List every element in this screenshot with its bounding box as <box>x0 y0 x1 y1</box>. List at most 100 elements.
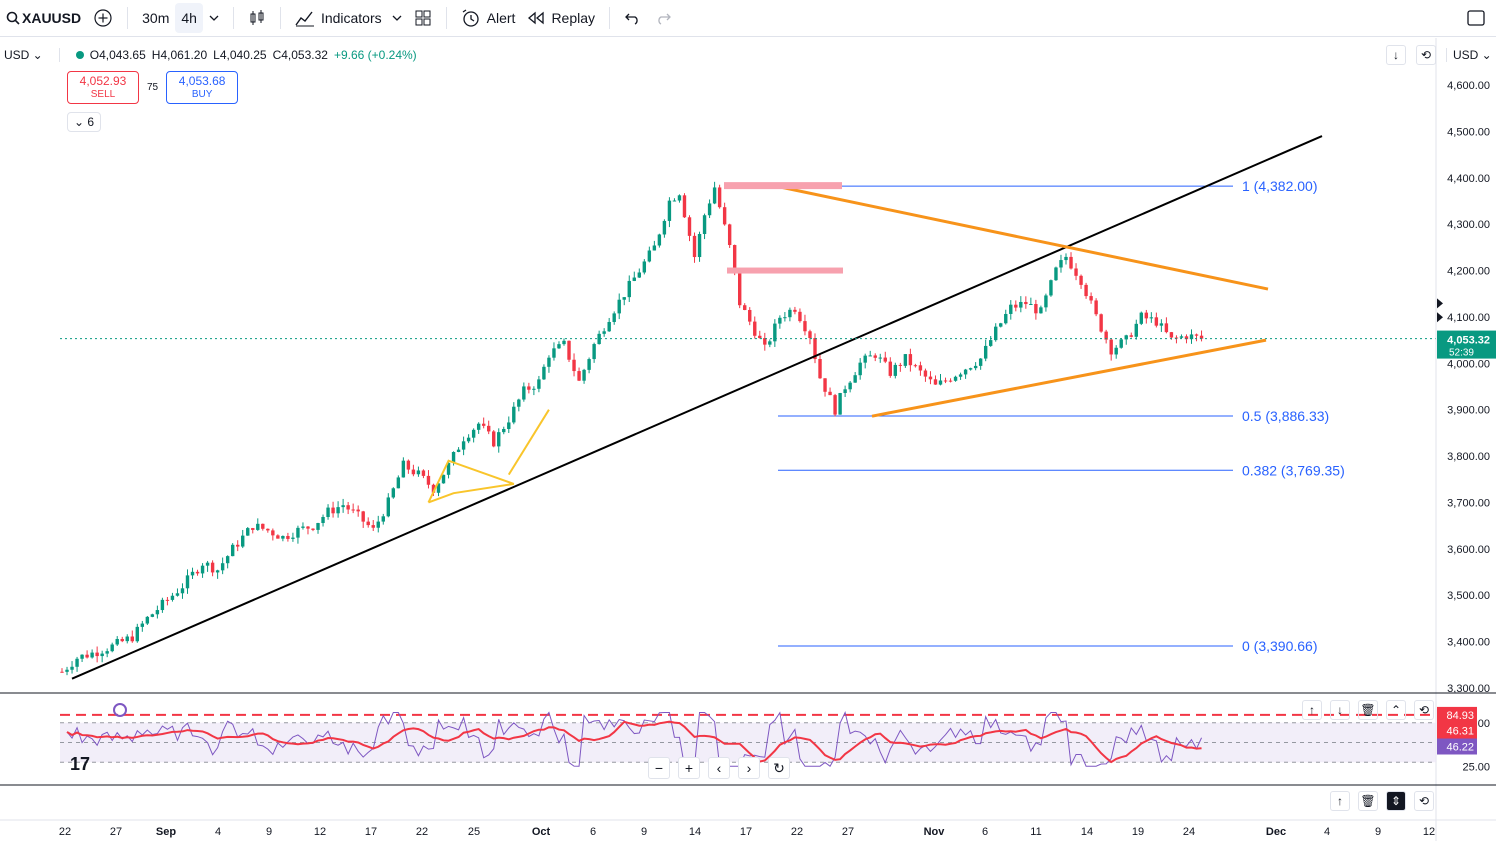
redo-icon <box>658 13 671 25</box>
collapse-icon[interactable]: ⌃ <box>1386 700 1406 720</box>
candle-body <box>622 297 626 300</box>
candle-body <box>261 523 265 529</box>
fullscreen-button[interactable] <box>1460 3 1492 33</box>
candle-body <box>978 358 983 366</box>
candle-body <box>692 235 697 258</box>
sell-price: 4,052.93 <box>79 74 127 88</box>
candle-body <box>271 530 275 536</box>
sell-button[interactable]: 4,052.93 SELL <box>67 71 139 104</box>
arrow-up-icon[interactable]: ↑ <box>1330 791 1350 811</box>
chart-area[interactable]: 1 (4,382.00) 0.5 (3,886.33) 0.382 (3,769.3… <box>0 38 1496 841</box>
candle-body <box>542 366 546 380</box>
zoom-in-button[interactable]: + <box>678 757 700 779</box>
arrow-down-icon[interactable]: ↓ <box>1330 700 1350 720</box>
indicator-collapse-toggle[interactable]: ⌄ 6 <box>67 112 102 132</box>
replay-button[interactable]: Replay <box>521 3 601 33</box>
bottom-pane-tools: ↑ 🗑 ⇕ ⟲ <box>1330 791 1434 811</box>
candle-body <box>351 509 355 511</box>
candle-body <box>517 399 521 407</box>
candle-body <box>336 507 340 514</box>
undo-icon <box>625 13 638 25</box>
candle-body <box>768 341 772 345</box>
candle-body <box>507 422 511 429</box>
candle-body <box>828 391 832 396</box>
price-axis[interactable]: 4,600.00 4,500.00 4,400.00 4,300.00 4,200.00… <box>1435 38 1496 841</box>
candle-body <box>236 544 240 547</box>
drawings[interactable] <box>60 135 1436 680</box>
candle-body <box>893 364 898 376</box>
candle-body <box>145 616 150 624</box>
rsi-ma-line <box>66 720 1202 764</box>
candle-body <box>948 380 953 382</box>
scroll-left-button[interactable]: ‹ <box>708 757 730 779</box>
candle-body <box>657 234 662 246</box>
candle-body <box>1199 335 1204 339</box>
candle-body <box>587 359 591 370</box>
refresh-icon[interactable]: ⟲ <box>1416 45 1436 65</box>
candle-body <box>476 423 481 430</box>
candle-body <box>1154 317 1159 326</box>
candle-body <box>1104 331 1108 340</box>
undo-button[interactable] <box>618 3 648 33</box>
price-chart[interactable]: 1 (4,382.00) 0.5 (3,886.33) 0.382 (3,769.3… <box>0 38 1496 841</box>
maximize-icon[interactable]: ⟲ <box>1414 700 1434 720</box>
divider <box>609 7 611 29</box>
candle-body <box>717 187 722 208</box>
maximize-icon[interactable]: ⟲ <box>1414 791 1434 811</box>
candle-body <box>652 245 657 251</box>
candle-body <box>582 369 586 381</box>
candle-body <box>748 309 752 322</box>
candle-body <box>1004 313 1008 324</box>
candle-body <box>1019 301 1023 308</box>
arrow-down-icon[interactable]: ↓ <box>1386 45 1406 65</box>
zoom-out-button[interactable]: − <box>648 757 670 779</box>
symbol-search[interactable]: XAUUSD <box>0 3 87 33</box>
chevron-down-icon <box>209 15 219 21</box>
chart-type-button[interactable] <box>242 3 272 33</box>
alarm-icon <box>462 9 479 27</box>
compare-button[interactable] <box>87 3 119 33</box>
alert-label: Alert <box>486 10 516 26</box>
candle-body <box>1024 301 1028 305</box>
plus-circle-icon <box>94 9 112 27</box>
candle-body <box>632 277 636 281</box>
candle-body <box>1159 323 1164 326</box>
fib-level-label: 0 (3,390.66) <box>1242 638 1318 654</box>
candle-body <box>266 528 270 531</box>
rewind-icon <box>528 11 545 25</box>
currency-select[interactable]: USD ⌄ <box>4 48 60 62</box>
price-tick-label: 3,300.00 <box>1447 683 1490 695</box>
candle-body <box>597 333 601 345</box>
timeframe-30m[interactable]: 30m <box>142 10 170 26</box>
trash-icon[interactable]: 🗑 <box>1358 700 1378 720</box>
candle-body <box>381 516 385 522</box>
alert-button[interactable]: Alert <box>455 3 522 33</box>
ascending-triangle-line <box>871 338 1267 418</box>
candle-body <box>286 535 290 539</box>
time-tick-label: 27 <box>110 826 122 838</box>
candle-body <box>999 323 1003 327</box>
timeframe-4h[interactable]: 4h <box>175 3 203 33</box>
candle-body <box>1174 337 1179 339</box>
time-axis[interactable]: 22 27 Sep 4 9 12 17 22 25 Oct 6 9 14 17 22 27 Nov 6 11 14 19… <box>0 819 1496 838</box>
buy-button[interactable]: 4,053.68 BUY <box>166 71 239 104</box>
trash-icon[interactable]: 🗑 <box>1358 791 1378 811</box>
arrow-up-icon[interactable]: ↑ <box>1302 700 1322 720</box>
candle-body <box>436 483 441 493</box>
scroll-right-button[interactable]: › <box>738 757 760 779</box>
candle-body <box>180 588 185 594</box>
time-tick-label: Dec <box>1266 826 1286 838</box>
reset-button[interactable]: ↻ <box>768 757 790 779</box>
redo-button[interactable] <box>648 3 678 33</box>
expand-icon[interactable]: ⇕ <box>1386 791 1406 811</box>
candle-body <box>492 431 496 447</box>
fibonacci-retracement[interactable]: 1 (4,382.00) 0.5 (3,886.33) 0.382 (3,769.3… <box>778 178 1345 654</box>
layouts-button[interactable] <box>408 3 438 33</box>
axis-currency[interactable]: USD ⌄ <box>1446 48 1496 62</box>
time-tick-label: 19 <box>1132 826 1144 838</box>
candle-body <box>798 311 802 322</box>
indicators-button[interactable]: Indicators <box>289 3 408 33</box>
timeframe-dropdown[interactable] <box>203 3 225 33</box>
candle-body <box>120 638 124 642</box>
